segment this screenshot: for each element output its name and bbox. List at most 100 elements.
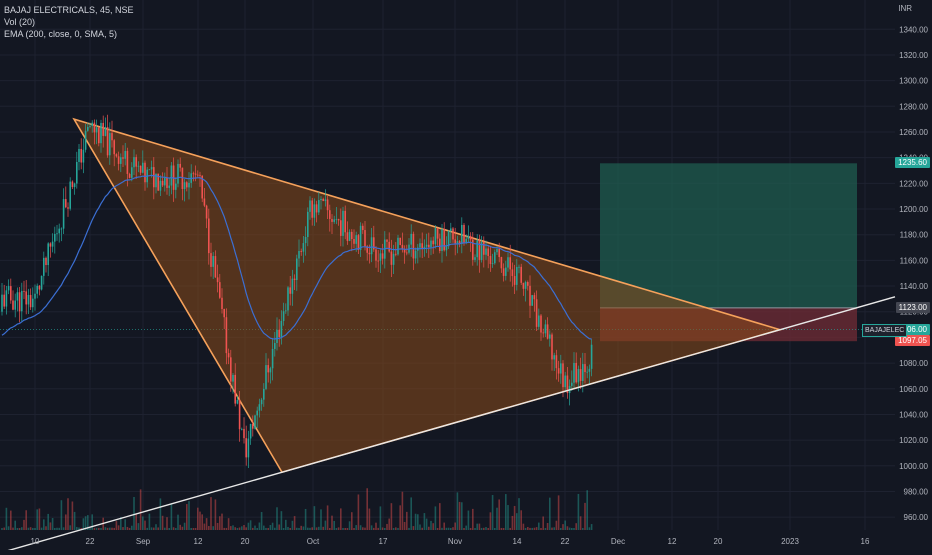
volume-bar bbox=[254, 525, 256, 530]
candle-body bbox=[164, 177, 166, 186]
volume-bar bbox=[344, 527, 346, 530]
volume-bar bbox=[245, 527, 247, 530]
candle-body bbox=[357, 235, 360, 250]
volume-bar bbox=[278, 524, 280, 530]
volume-bar bbox=[474, 528, 476, 530]
volume-bar bbox=[216, 522, 219, 530]
x-tick-label: Dec bbox=[611, 537, 625, 546]
volume-bar bbox=[106, 527, 109, 530]
candle-body bbox=[555, 355, 558, 369]
volume-bar bbox=[324, 520, 327, 530]
volume-bar bbox=[23, 519, 25, 530]
volume-bar bbox=[18, 527, 21, 530]
volume-bar bbox=[227, 518, 230, 530]
candle-body bbox=[452, 228, 454, 240]
volume-bar bbox=[210, 497, 212, 530]
candle-body bbox=[575, 362, 577, 383]
volume-bar bbox=[491, 495, 494, 530]
symbol-title[interactable]: BAJAJ ELECTRICALS, 45, NSE bbox=[4, 5, 134, 15]
candle-body bbox=[540, 315, 542, 333]
volume-bar bbox=[155, 524, 157, 530]
volume-bars bbox=[1, 488, 593, 530]
candle-body bbox=[577, 369, 580, 383]
volume-bar bbox=[555, 520, 558, 530]
volume-bar bbox=[289, 527, 291, 530]
volume-bar bbox=[142, 516, 144, 530]
candle-body bbox=[379, 253, 382, 261]
candle-body bbox=[566, 375, 569, 394]
candle-body bbox=[148, 169, 151, 171]
candle-body bbox=[267, 365, 269, 373]
volume-bar bbox=[357, 494, 360, 530]
candle-body bbox=[390, 251, 393, 265]
candle-body bbox=[276, 329, 278, 344]
candle-body bbox=[516, 267, 518, 285]
candle-body bbox=[104, 127, 107, 136]
candle-body bbox=[157, 173, 159, 191]
volume-bar bbox=[586, 490, 588, 530]
candle-body bbox=[480, 241, 483, 260]
candle-body bbox=[507, 257, 509, 268]
volume-bar bbox=[263, 525, 265, 530]
volume-bar bbox=[293, 516, 296, 530]
support-trendline[interactable] bbox=[0, 296, 896, 554]
volume-bar bbox=[518, 498, 520, 530]
candle-body bbox=[285, 310, 287, 312]
candle-body bbox=[505, 267, 507, 276]
candle-body bbox=[179, 163, 181, 168]
candle-body bbox=[392, 253, 395, 265]
candle-body bbox=[491, 263, 494, 265]
volume-bar bbox=[454, 522, 456, 530]
volume-bar bbox=[27, 527, 30, 530]
candle-body bbox=[551, 334, 553, 360]
volume-bar bbox=[144, 520, 146, 530]
volume-bar bbox=[32, 527, 34, 530]
candle-body bbox=[38, 285, 41, 290]
candle-body bbox=[194, 173, 197, 175]
volume-indicator-label[interactable]: Vol (20) bbox=[4, 17, 36, 27]
candle-body bbox=[456, 241, 459, 244]
volume-bar bbox=[487, 528, 489, 530]
volume-bar bbox=[232, 525, 234, 530]
volume-bar bbox=[377, 527, 379, 530]
volume-bar bbox=[82, 518, 85, 530]
candle-body bbox=[430, 240, 432, 248]
ema-indicator-label[interactable]: EMA (200, close, 0, SMA, 5) bbox=[4, 29, 118, 39]
candle-body bbox=[485, 248, 487, 255]
volume-bar bbox=[16, 527, 19, 530]
volume-bar bbox=[322, 526, 324, 530]
volume-bar bbox=[58, 527, 60, 530]
support-line bbox=[0, 296, 896, 554]
candle-body bbox=[560, 363, 562, 374]
target-price-tag: 1235.60 bbox=[895, 157, 930, 169]
candle-body bbox=[293, 278, 296, 281]
candle-body bbox=[62, 199, 65, 229]
volume-bar bbox=[417, 514, 419, 530]
candle-body bbox=[269, 368, 272, 373]
candle-body bbox=[307, 211, 309, 237]
candle-body bbox=[445, 246, 448, 251]
candle-body bbox=[478, 240, 481, 260]
volume-bar bbox=[403, 521, 406, 530]
volume-bar bbox=[557, 495, 560, 530]
volume-bar bbox=[469, 527, 472, 530]
candle-body bbox=[362, 225, 364, 231]
volume-bar bbox=[318, 526, 320, 530]
candle-body bbox=[51, 241, 54, 247]
candle-body bbox=[260, 399, 263, 405]
volume-bar bbox=[304, 508, 307, 530]
candle-body bbox=[18, 292, 21, 312]
volume-bar bbox=[3, 527, 5, 530]
volume-bar bbox=[302, 526, 305, 530]
candle-body bbox=[60, 228, 63, 230]
candle-body bbox=[212, 256, 214, 267]
candle-body bbox=[254, 415, 256, 429]
y-tick-label: 1180.00 bbox=[900, 231, 929, 240]
volume-bar bbox=[432, 523, 434, 530]
legend: BAJAJ ELECTRICALS, 45, NSE Vol (20) EMA … bbox=[4, 4, 134, 40]
volume-bar bbox=[164, 527, 166, 530]
volume-bar bbox=[188, 501, 190, 530]
candle-body bbox=[236, 399, 239, 404]
